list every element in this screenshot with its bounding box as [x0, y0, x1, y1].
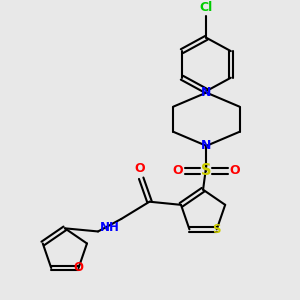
Text: NH: NH — [100, 220, 120, 233]
Text: Cl: Cl — [200, 1, 213, 14]
Text: O: O — [230, 164, 240, 177]
Text: O: O — [172, 164, 183, 177]
Text: O: O — [74, 262, 83, 275]
Text: N: N — [201, 139, 212, 152]
Text: O: O — [134, 162, 145, 175]
Text: S: S — [212, 223, 221, 236]
Text: N: N — [201, 86, 212, 99]
Text: S: S — [201, 164, 212, 178]
